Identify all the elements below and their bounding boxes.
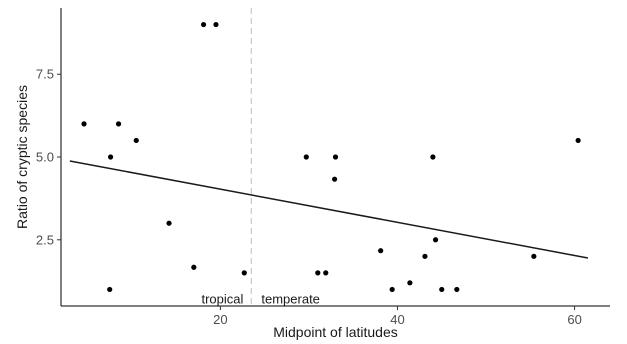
data-point: [378, 248, 384, 254]
data-point: [575, 137, 581, 144]
data-point: [241, 270, 247, 276]
data-point: [531, 253, 537, 259]
x-axis-ticks: 20 40 60: [213, 306, 582, 327]
data-point: [407, 280, 413, 286]
annotation-temperate: temperate: [261, 291, 320, 306]
y-tick-label: 2.5: [36, 232, 54, 247]
y-tick-label: 5.0: [36, 150, 54, 165]
x-tick-label: 20: [213, 312, 227, 327]
data-point: [332, 154, 339, 160]
data-point: [200, 21, 207, 28]
y-axis-ticks: 2.5 5.0 7.5: [36, 67, 61, 247]
x-tick-label: 60: [567, 312, 581, 327]
data-point: [213, 21, 219, 28]
data-point: [166, 220, 172, 226]
data-point: [432, 237, 439, 243]
data-point: [439, 286, 445, 293]
data-point: [315, 270, 321, 276]
data-point: [389, 286, 395, 293]
y-tick-label: 7.5: [36, 67, 54, 82]
data-point: [454, 286, 460, 293]
data-point: [81, 121, 87, 127]
data-point: [107, 154, 114, 160]
x-axis-title: Midpoint of latitudes: [273, 324, 398, 340]
data-point: [115, 121, 122, 127]
data-point: [323, 270, 329, 276]
data-point: [191, 264, 197, 270]
data-point: [430, 154, 436, 160]
data-points: [81, 21, 581, 293]
y-axis-title: Ratio of cryptic species: [14, 85, 30, 229]
data-point: [107, 286, 113, 293]
data-point: [332, 176, 338, 182]
trend-line: [69, 160, 589, 259]
data-point: [133, 137, 139, 144]
data-point: [422, 253, 428, 259]
axes: 20 40 60 2.5 5.0 7.5 Midpoint of latitudes R…: [14, 8, 610, 340]
plot-area: tropical temperate: [69, 8, 589, 306]
x-tick-label: 40: [390, 312, 404, 327]
annotation-tropical: tropical: [201, 291, 243, 306]
data-point: [303, 154, 309, 160]
